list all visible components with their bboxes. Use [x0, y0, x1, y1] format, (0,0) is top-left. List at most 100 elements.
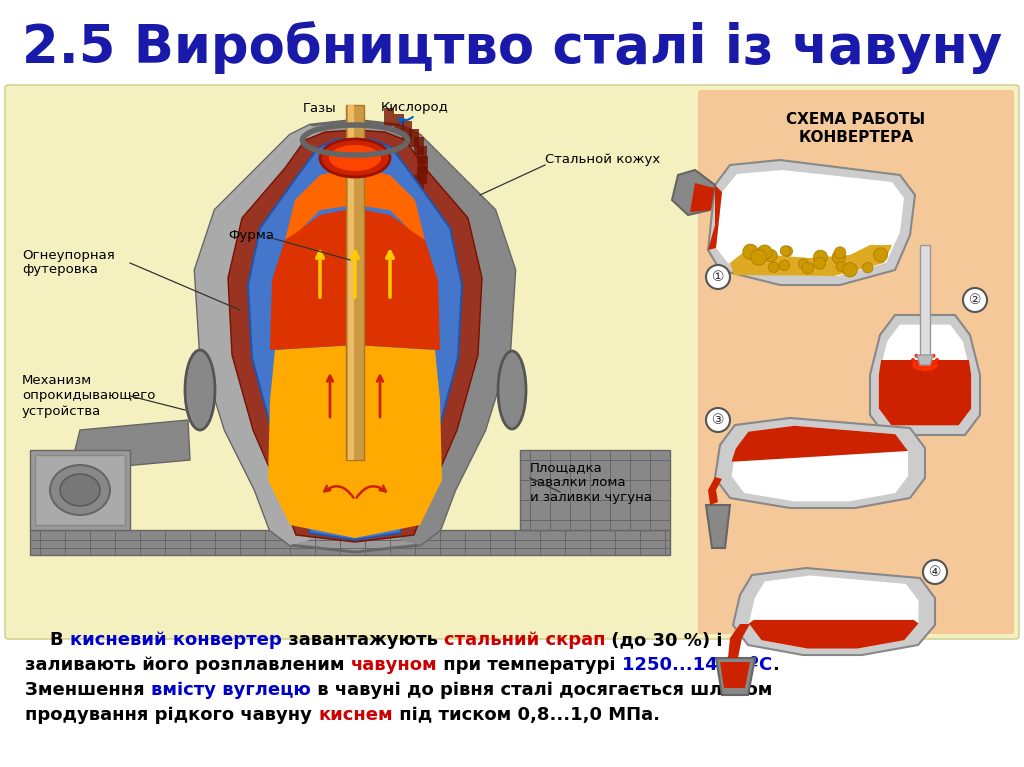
- Text: 1250...1400 ºС: 1250...1400 ºС: [623, 656, 772, 674]
- Text: Стальной кожух: Стальной кожух: [545, 153, 660, 166]
- Polygon shape: [195, 120, 515, 552]
- Circle shape: [742, 244, 758, 259]
- Polygon shape: [720, 662, 750, 688]
- Text: завантажують: завантажують: [282, 631, 443, 649]
- Polygon shape: [879, 360, 971, 426]
- Text: заливають його розплавленим: заливають його розплавленим: [25, 656, 351, 674]
- Ellipse shape: [329, 145, 381, 171]
- Text: Газы: Газы: [303, 101, 337, 114]
- Text: ③: ③: [712, 413, 724, 427]
- Text: ④: ④: [929, 565, 941, 579]
- Circle shape: [706, 265, 730, 289]
- Polygon shape: [248, 138, 462, 540]
- Circle shape: [782, 246, 793, 256]
- Polygon shape: [380, 125, 515, 545]
- Text: продування рідкого чавуну: продування рідкого чавуну: [25, 706, 318, 724]
- Text: Огнеупорная: Огнеупорная: [22, 249, 115, 262]
- Polygon shape: [418, 156, 428, 174]
- Circle shape: [923, 364, 927, 368]
- Polygon shape: [384, 108, 394, 127]
- Text: Фурма: Фурма: [228, 229, 274, 242]
- Text: (до 30 %) і: (до 30 %) і: [605, 631, 723, 649]
- Text: КОНВЕРТЕРА: КОНВЕРТЕРА: [799, 130, 913, 146]
- Circle shape: [914, 354, 919, 357]
- Circle shape: [706, 408, 730, 432]
- Polygon shape: [730, 245, 892, 276]
- Circle shape: [835, 247, 846, 258]
- Circle shape: [751, 249, 767, 265]
- Polygon shape: [749, 620, 919, 649]
- Circle shape: [833, 251, 846, 264]
- Polygon shape: [690, 183, 714, 212]
- Polygon shape: [414, 137, 424, 155]
- Text: завалки лома: завалки лома: [530, 476, 626, 489]
- Circle shape: [769, 262, 778, 272]
- Polygon shape: [228, 130, 482, 542]
- Text: .: .: [772, 656, 779, 674]
- Polygon shape: [728, 624, 750, 658]
- Polygon shape: [715, 418, 925, 508]
- Ellipse shape: [912, 359, 938, 371]
- Circle shape: [843, 262, 857, 277]
- FancyBboxPatch shape: [5, 85, 1019, 639]
- Circle shape: [935, 358, 939, 362]
- Circle shape: [923, 560, 947, 584]
- Polygon shape: [708, 160, 915, 285]
- Circle shape: [932, 354, 936, 357]
- Text: футеровка: футеровка: [22, 264, 98, 276]
- Polygon shape: [402, 191, 412, 209]
- Ellipse shape: [50, 465, 110, 515]
- Polygon shape: [35, 455, 125, 525]
- Polygon shape: [195, 125, 330, 545]
- Polygon shape: [716, 658, 755, 695]
- Polygon shape: [409, 183, 419, 202]
- Circle shape: [758, 245, 772, 260]
- Circle shape: [873, 248, 888, 262]
- Polygon shape: [270, 208, 440, 350]
- Circle shape: [814, 257, 825, 269]
- Text: чавуном: чавуном: [351, 656, 437, 674]
- Polygon shape: [749, 575, 919, 649]
- Polygon shape: [402, 120, 412, 139]
- Polygon shape: [285, 168, 425, 240]
- Polygon shape: [879, 324, 971, 426]
- Polygon shape: [706, 505, 730, 548]
- Polygon shape: [417, 166, 427, 183]
- Polygon shape: [393, 198, 403, 216]
- Text: Площадка: Площадка: [530, 462, 603, 475]
- Ellipse shape: [310, 490, 400, 530]
- Circle shape: [813, 250, 827, 265]
- Text: Механизм: Механизм: [22, 374, 92, 387]
- Circle shape: [802, 262, 814, 274]
- Circle shape: [799, 258, 808, 269]
- Circle shape: [914, 362, 919, 367]
- Polygon shape: [708, 477, 722, 505]
- Circle shape: [923, 352, 927, 356]
- Polygon shape: [414, 175, 424, 193]
- Polygon shape: [268, 345, 442, 538]
- Circle shape: [780, 245, 791, 256]
- Text: В: В: [25, 631, 70, 649]
- Polygon shape: [733, 568, 935, 655]
- Text: и заливки чугуна: и заливки чугуна: [530, 492, 652, 505]
- Ellipse shape: [60, 474, 100, 506]
- Circle shape: [932, 362, 936, 367]
- Polygon shape: [520, 450, 670, 530]
- Text: 2.5 Виробництво сталі із чавуну: 2.5 Виробництво сталі із чавуну: [22, 21, 1002, 74]
- Text: Кислород: Кислород: [381, 101, 449, 114]
- Polygon shape: [672, 170, 715, 215]
- Text: під тиском 0,8...1,0 МПа.: під тиском 0,8...1,0 МПа.: [393, 706, 659, 724]
- Polygon shape: [708, 185, 722, 250]
- Polygon shape: [920, 245, 930, 360]
- Text: кисневий конвертер: кисневий конвертер: [70, 631, 282, 649]
- Ellipse shape: [185, 350, 215, 430]
- Text: стальний скрап: стальний скрап: [443, 631, 605, 649]
- Polygon shape: [417, 146, 427, 164]
- Polygon shape: [716, 170, 904, 276]
- Polygon shape: [731, 426, 908, 462]
- Text: СХЕМА РАБОТЫ: СХЕМА РАБОТЫ: [786, 113, 926, 127]
- Text: ①: ①: [712, 270, 724, 284]
- Circle shape: [911, 358, 915, 362]
- FancyBboxPatch shape: [698, 90, 1014, 634]
- Text: Зменшення: Зменшення: [25, 681, 151, 699]
